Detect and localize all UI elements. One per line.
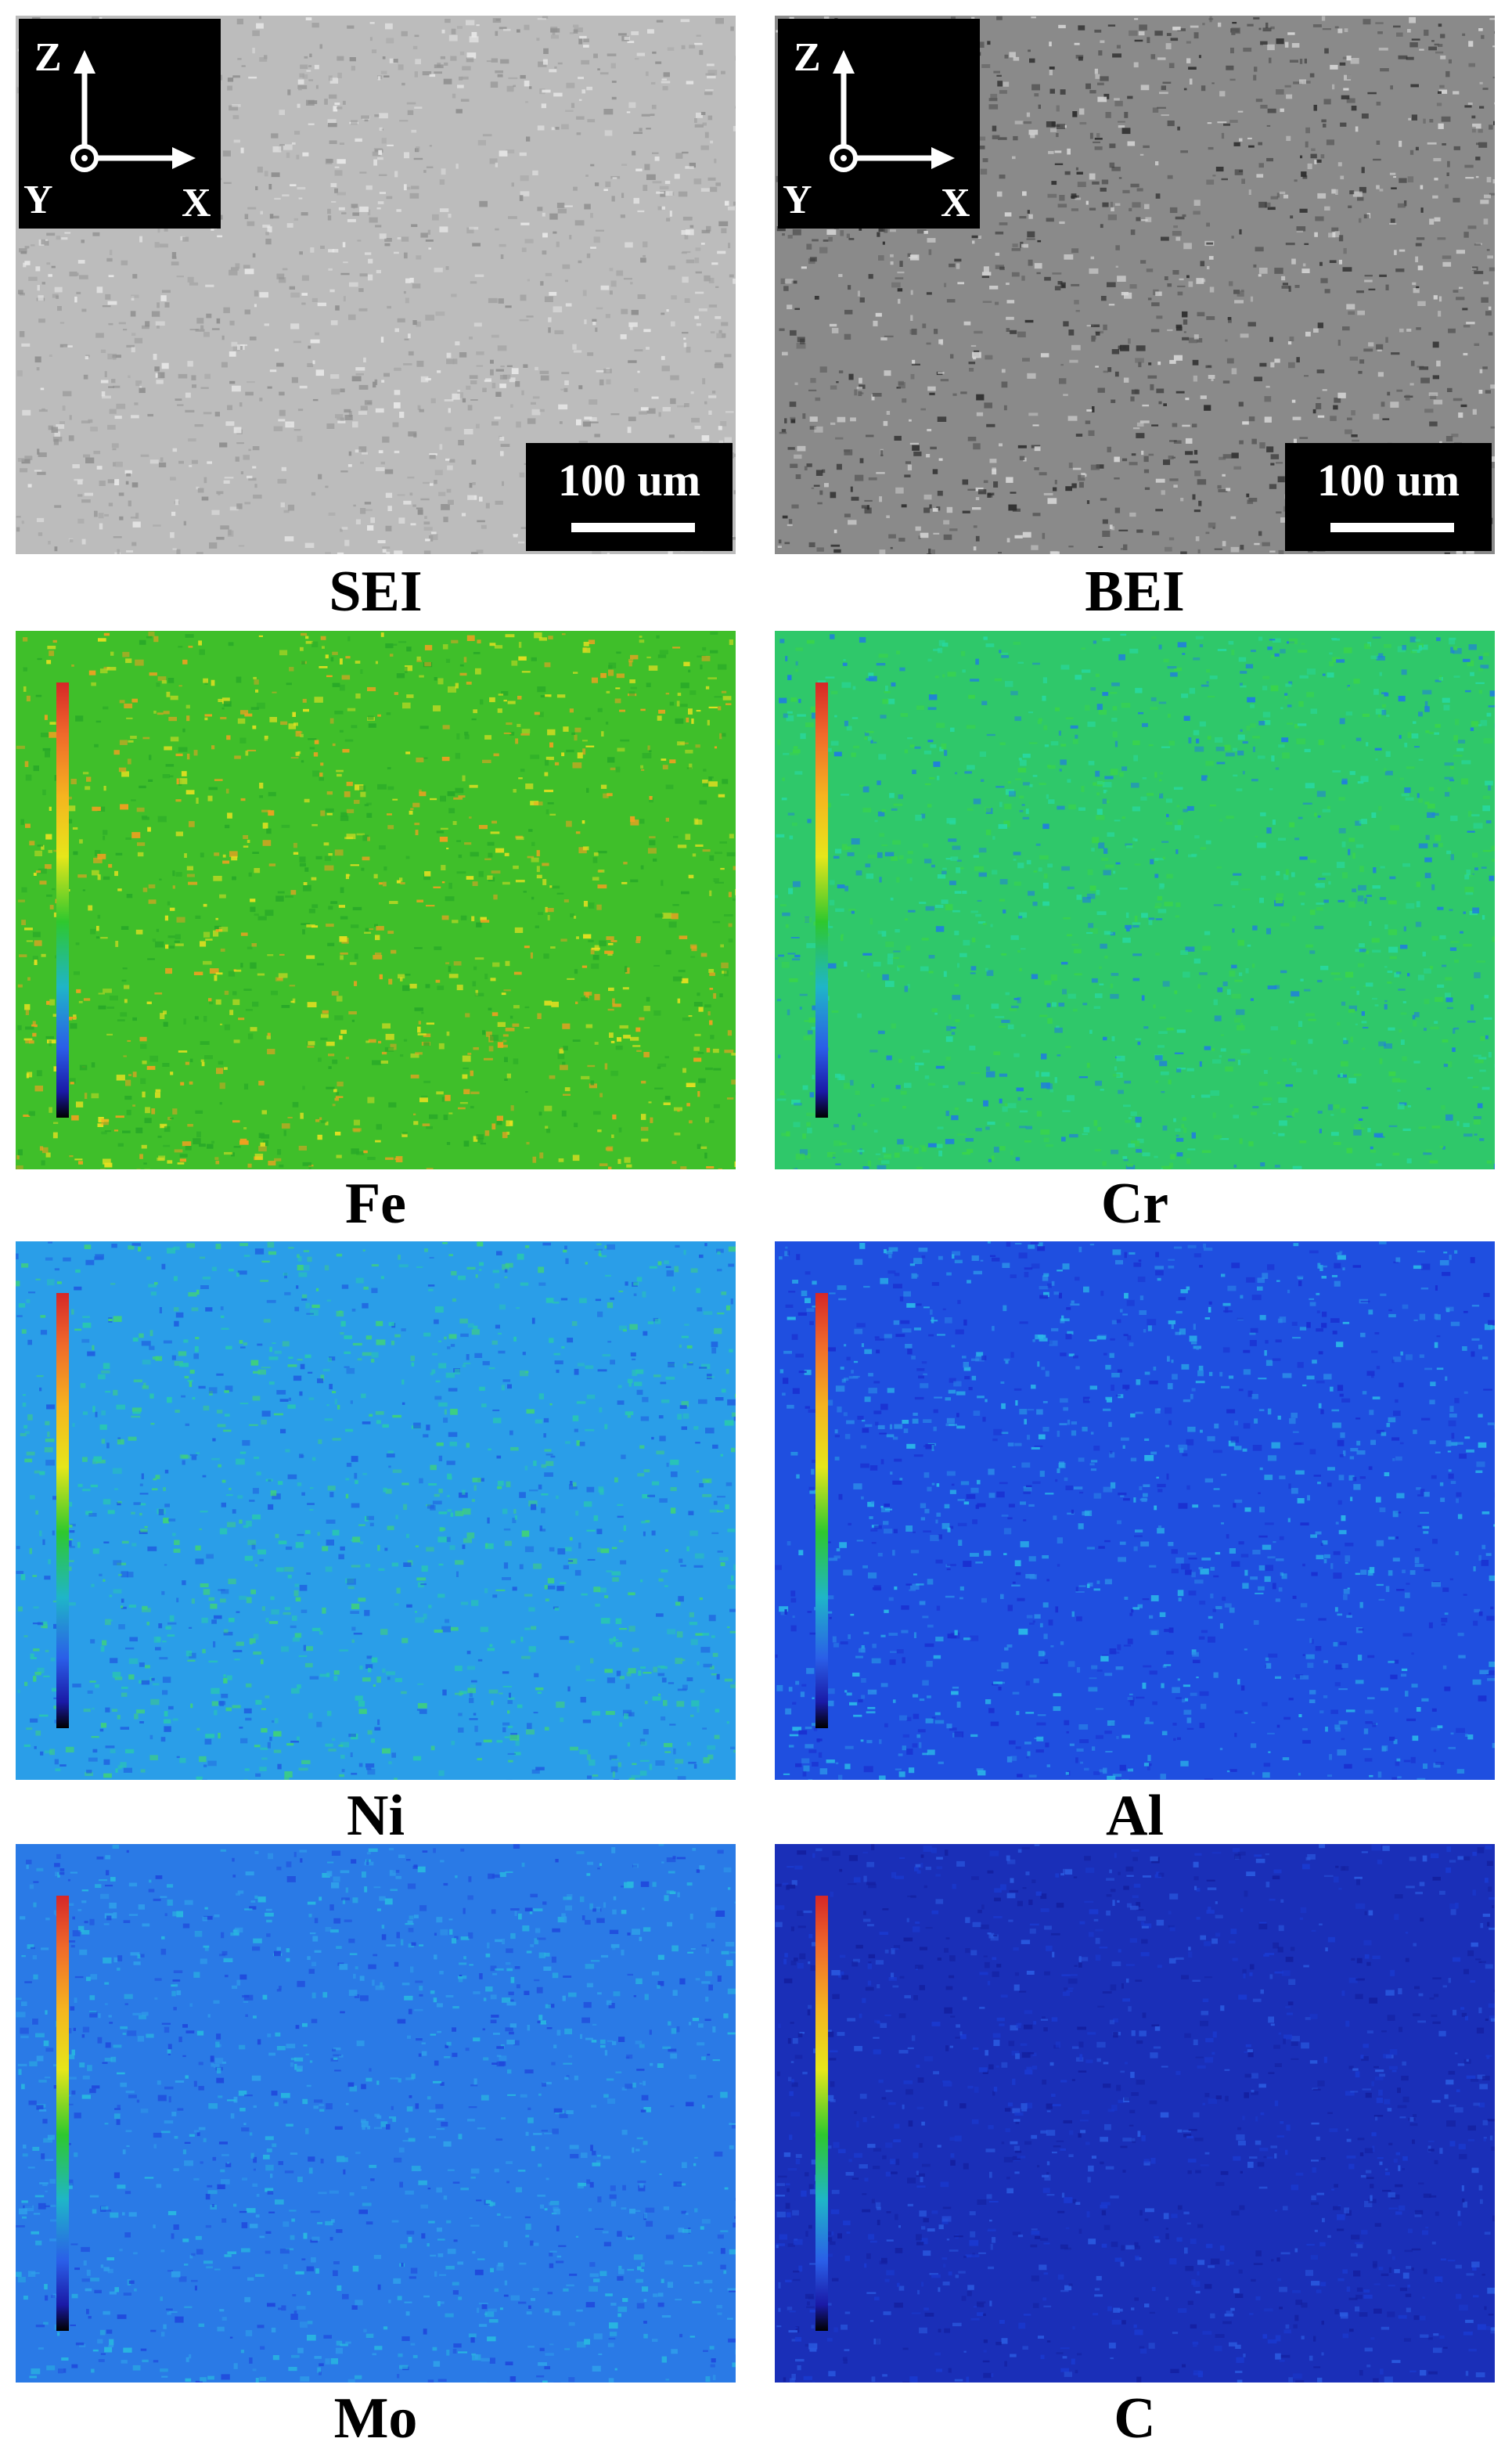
sei-image: Z Y X 100 um (16, 16, 736, 554)
colorbar (56, 1293, 69, 1728)
c-label: C (1114, 2386, 1156, 2451)
y-axis-label: Y (23, 178, 53, 222)
z-axis-label: Z (34, 35, 62, 80)
al-texture (775, 1241, 1495, 1780)
axes-indicator: Z Y X (778, 19, 980, 229)
colorbar (56, 1896, 69, 2331)
cr-label: Cr (1100, 1172, 1169, 1236)
scale-bar-box: 100 um (526, 443, 733, 551)
fe-map (16, 631, 736, 1169)
c-texture (775, 1844, 1495, 2383)
scale-bar (1330, 523, 1454, 532)
mo-map (16, 1844, 736, 2383)
bei-label: BEI (1085, 560, 1185, 624)
z-axis-label: Z (794, 35, 821, 80)
colorbar (815, 683, 828, 1118)
y-axis-label: Y (783, 178, 812, 222)
colorbar (56, 683, 69, 1118)
mo-texture (16, 1844, 736, 2383)
scale-bar-text: 100 um (557, 455, 701, 506)
cr-map (775, 631, 1495, 1169)
scale-bar-text: 100 um (1316, 455, 1460, 506)
scale-bar (571, 523, 695, 532)
x-axis-label: X (941, 181, 970, 225)
bei-image: Z Y X 100 um (775, 16, 1495, 554)
sei-label: SEI (329, 560, 423, 624)
ni-label: Ni (347, 1784, 405, 1848)
x-axis-label: X (182, 181, 211, 225)
ni-texture (16, 1241, 736, 1780)
colorbar (815, 1293, 828, 1728)
colorbar (815, 1896, 828, 2331)
fe-label: Fe (344, 1172, 407, 1236)
axes-indicator: Z Y X (19, 19, 221, 229)
scale-bar-box: 100 um (1285, 443, 1492, 551)
ni-map (16, 1241, 736, 1780)
c-map (775, 1844, 1495, 2383)
mo-label: Mo (333, 2386, 418, 2451)
al-label: Al (1106, 1784, 1164, 1848)
cr-texture (775, 631, 1495, 1169)
al-map (775, 1241, 1495, 1780)
fe-texture (16, 631, 736, 1169)
